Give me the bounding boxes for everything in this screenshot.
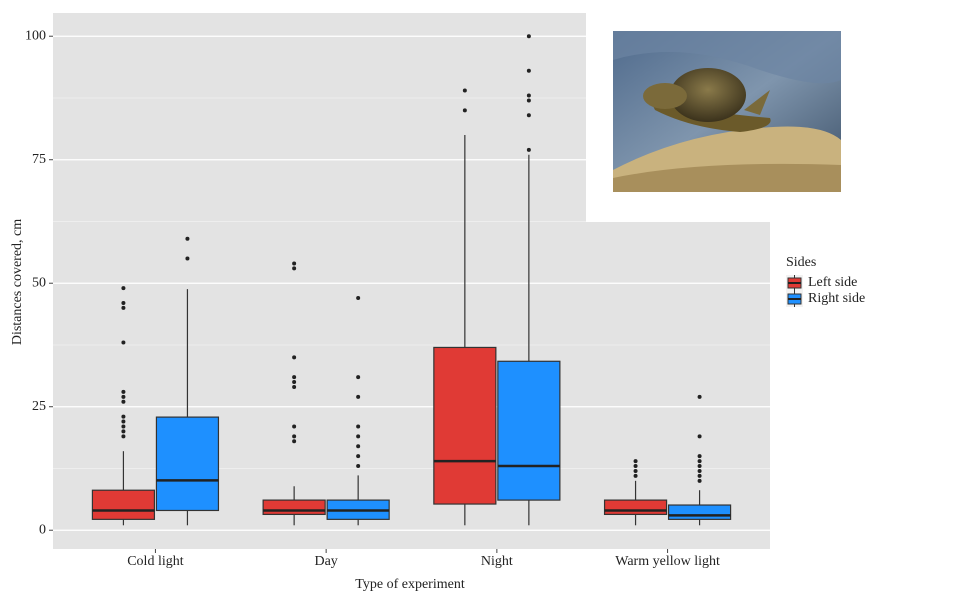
box	[156, 417, 218, 510]
outlier	[121, 286, 125, 290]
outlier	[698, 395, 702, 399]
outlier	[121, 415, 125, 419]
outlier	[463, 89, 467, 93]
y-tick-label: 0	[39, 522, 46, 537]
outlier	[292, 434, 296, 438]
outlier	[527, 113, 531, 117]
outlier	[121, 306, 125, 310]
box	[498, 361, 560, 500]
outlier	[356, 434, 360, 438]
outlier	[634, 459, 638, 463]
outlier	[356, 464, 360, 468]
outlier	[121, 390, 125, 394]
y-tick-label: 75	[32, 152, 46, 167]
outlier	[527, 98, 531, 102]
outlier	[527, 93, 531, 97]
outlier	[634, 469, 638, 473]
legend-title: Sides	[786, 255, 816, 270]
chart: Type of experiment Distances covered, cm…	[0, 0, 971, 605]
box	[92, 490, 154, 519]
outlier	[463, 108, 467, 112]
outlier	[698, 459, 702, 463]
outlier	[292, 266, 296, 270]
outlier	[356, 424, 360, 428]
x-tick-label: Day	[314, 554, 337, 569]
outlier	[121, 429, 125, 433]
outlier	[121, 420, 125, 424]
outlier	[121, 434, 125, 438]
y-tick-label: 100	[25, 28, 46, 43]
box	[669, 505, 731, 519]
outlier	[527, 69, 531, 73]
outlier	[698, 434, 702, 438]
outlier	[698, 464, 702, 468]
outlier	[292, 261, 296, 265]
outlier	[698, 479, 702, 483]
y-axis-label: Distances covered, cm	[10, 219, 25, 345]
outlier	[292, 439, 296, 443]
outlier	[356, 454, 360, 458]
box	[434, 347, 496, 504]
outlier	[292, 385, 296, 389]
outlier	[121, 301, 125, 305]
outlier	[121, 424, 125, 428]
outlier	[292, 375, 296, 379]
outlier	[356, 395, 360, 399]
outlier	[292, 355, 296, 359]
outlier	[292, 380, 296, 384]
outlier	[185, 237, 189, 241]
outlier	[292, 424, 296, 428]
x-axis-label: Type of experiment	[355, 577, 465, 592]
snail-photo	[613, 31, 841, 192]
outlier	[121, 400, 125, 404]
outlier	[121, 395, 125, 399]
y-tick-label: 25	[32, 399, 46, 414]
outlier	[356, 444, 360, 448]
x-tick-label: Warm yellow light	[615, 554, 720, 569]
outlier	[356, 375, 360, 379]
x-tick-label: Cold light	[127, 554, 184, 569]
outlier	[698, 469, 702, 473]
outlier	[185, 257, 189, 261]
outlier	[634, 474, 638, 478]
box	[605, 500, 667, 514]
legend-label: Right side	[808, 291, 865, 306]
x-tick-label: Night	[481, 554, 513, 569]
outlier	[527, 34, 531, 38]
outlier	[356, 296, 360, 300]
outlier	[698, 454, 702, 458]
outlier	[527, 148, 531, 152]
outlier	[698, 474, 702, 478]
box	[263, 500, 325, 514]
legend-label: Left side	[808, 275, 857, 290]
y-tick-label: 50	[32, 275, 46, 290]
outlier	[634, 464, 638, 468]
outlier	[121, 341, 125, 345]
